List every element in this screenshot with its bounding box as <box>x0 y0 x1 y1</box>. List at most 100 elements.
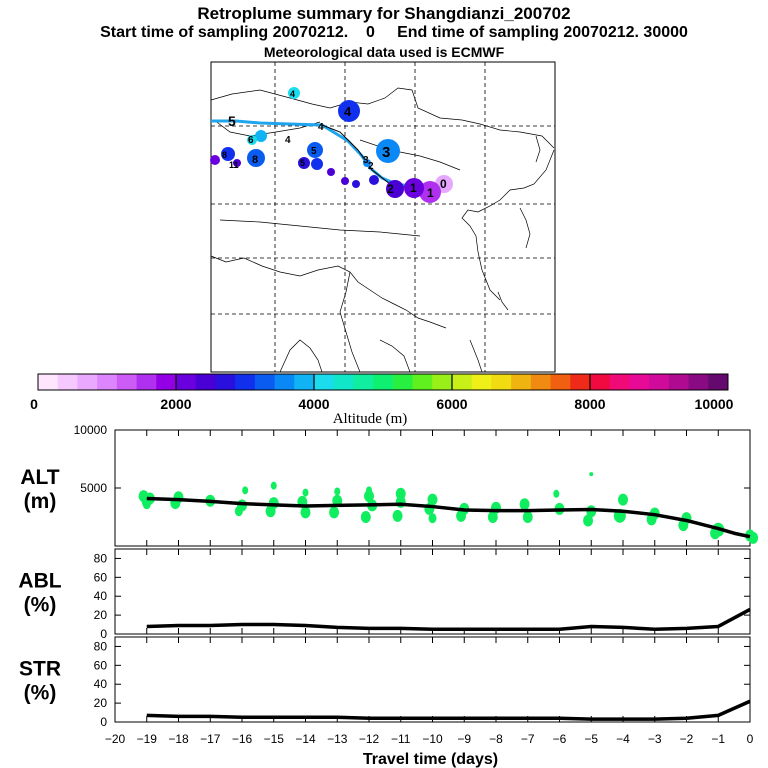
panel-unit-label: (%) <box>24 682 57 705</box>
x-tick-label: −4 <box>616 732 630 746</box>
altitude-point <box>142 499 151 510</box>
x-axis-label: Travel time (days) <box>363 751 498 768</box>
x-tick-label: 0 <box>747 732 754 746</box>
trajectory-number: 0 <box>440 177 447 191</box>
altitude-point <box>710 527 721 540</box>
altitude-point <box>234 506 243 517</box>
colorbar-tick-label: 6000 <box>436 396 467 412</box>
colorbar-cell <box>530 374 552 390</box>
x-tick-label: −2 <box>680 732 694 746</box>
y-tick-label: 0 <box>100 627 107 641</box>
altitude-point <box>748 531 759 544</box>
panel-str: 0 20 40 60 80 STR(%) <box>19 636 751 729</box>
cluster-marker <box>419 181 441 203</box>
colorbar: 0 2000 4000 6000 8000 10000 Altitude (m) <box>30 373 734 427</box>
panel-frame <box>114 429 751 547</box>
y-tick-label: 60 <box>94 570 108 584</box>
cluster-marker <box>404 178 424 198</box>
trajectory-number: 2 <box>368 161 374 172</box>
altitude-point <box>456 509 467 522</box>
panel-frame <box>114 548 751 635</box>
altitude-point <box>428 513 437 524</box>
x-tick-label: −20 <box>105 732 126 746</box>
colorbar-tick-label: 2000 <box>160 396 191 412</box>
altitude-point <box>522 511 533 523</box>
cluster-marker <box>386 180 404 198</box>
cluster-marker <box>352 180 360 188</box>
altitude-point <box>392 509 403 522</box>
x-tick-label: −17 <box>200 732 221 746</box>
colorbar-cell <box>116 374 138 390</box>
colorbar-cell <box>491 374 512 390</box>
trajectory-number: 4 <box>290 89 295 99</box>
x-tick-label: −9 <box>457 732 471 746</box>
cluster-marker <box>233 159 241 167</box>
trajectory-number: 3 <box>363 155 369 166</box>
x-tick-label: −19 <box>137 732 158 746</box>
colorbar-cell <box>550 374 571 390</box>
trajectory-number: 4 <box>318 122 324 133</box>
chart-subtitle-met: Meteorological data used is ECMWF <box>263 44 505 60</box>
trajectory-clusters <box>210 87 453 203</box>
cluster-marker <box>307 142 323 158</box>
colorbar-cell <box>590 374 611 390</box>
trajectory-number: 2 <box>387 182 394 196</box>
cluster-marker <box>363 159 371 167</box>
x-tick-label: −12 <box>359 732 380 746</box>
panel-alt: 5000 10000 ALT(m) <box>20 423 759 547</box>
x-tick-label: −13 <box>327 732 348 746</box>
trajectory-number: 8 <box>252 154 258 166</box>
panel-label: ABL <box>18 570 61 593</box>
altitude-point <box>364 490 374 503</box>
trajectory-map: 0 1 1 2 2 3 3 4 4 4 4 5 5 6 8 11 8 5 <box>210 61 556 373</box>
colorbar-cell <box>136 374 157 390</box>
x-tick-label: −11 <box>391 732 411 746</box>
y-tick-label: 60 <box>94 658 108 672</box>
altitude-point <box>265 505 276 518</box>
colorbar-cell <box>77 374 98 390</box>
x-tick-label: −18 <box>168 732 189 746</box>
cluster-marker <box>247 135 257 145</box>
altitude-point <box>519 498 530 511</box>
colorbar-cell <box>215 374 236 390</box>
colorbar-cell <box>511 374 532 390</box>
altitude-point <box>300 506 311 519</box>
colorbar-cell <box>688 374 709 390</box>
trajectory-number: 6 <box>248 135 254 146</box>
panel-label: ALT <box>20 466 59 489</box>
colorbar-cell <box>629 374 650 390</box>
y-tick-label: 20 <box>94 608 108 622</box>
altitude-point <box>270 481 277 490</box>
trajectory-number: 5 <box>311 146 317 157</box>
mean-line-str <box>146 699 751 721</box>
altitude-point <box>360 511 371 523</box>
x-tick-label: −14 <box>295 732 316 746</box>
trajectory-number: 8 <box>222 150 227 160</box>
colorbar-cell <box>294 374 315 390</box>
trajectory-number: 1 <box>410 181 417 195</box>
colorbar-label: Altitude (m) <box>333 411 408 427</box>
cluster-marker <box>376 139 400 163</box>
map-coastlines <box>210 87 555 373</box>
y-tick-label: 40 <box>94 677 108 691</box>
cluster-marker <box>210 155 220 165</box>
chart-title: Retroplume summary for Shangdianzi_20070… <box>197 4 571 23</box>
colorbar-tick-label: 10000 <box>695 396 734 412</box>
panel-unit-label: (m) <box>24 490 57 513</box>
colorbar-cell <box>392 374 414 390</box>
y-tick-label: 0 <box>100 715 107 729</box>
panel-abl: 0 20 40 60 80 ABL(%) <box>18 548 751 641</box>
altitude-point <box>487 511 498 523</box>
cluster-marker <box>311 158 323 170</box>
y-tick-label: 10000 <box>74 423 108 437</box>
colorbar-cell <box>38 374 59 390</box>
colorbar-cell <box>452 374 473 390</box>
colorbar-cell <box>570 374 591 390</box>
panel-unit-label: (%) <box>24 594 57 617</box>
altitude-point <box>618 493 628 506</box>
altitude-point <box>589 472 594 477</box>
x-tick-label: −5 <box>584 732 598 746</box>
cluster-marker <box>298 157 310 169</box>
trajectory-number: 4 <box>344 104 352 119</box>
colorbar-cell <box>97 374 118 390</box>
